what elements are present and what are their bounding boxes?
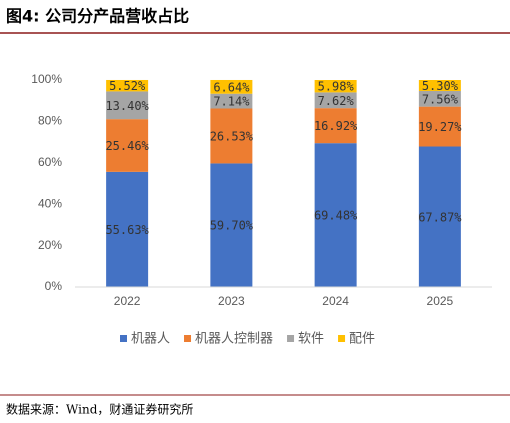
bar-segment bbox=[314, 108, 357, 144]
legend-swatch bbox=[184, 335, 192, 342]
data-label: 67.87% bbox=[418, 210, 462, 224]
legend-label: 配件 bbox=[349, 332, 375, 347]
bar-segment bbox=[106, 79, 149, 92]
legend-swatch bbox=[338, 335, 346, 342]
bar-segment bbox=[106, 91, 149, 120]
data-label: 55.63% bbox=[105, 223, 149, 237]
data-label: 13.40% bbox=[105, 99, 149, 113]
legend-label: 机器人 bbox=[131, 332, 170, 347]
data-label: 7.14% bbox=[213, 95, 250, 109]
legend-label: 软件 bbox=[298, 332, 324, 347]
x-tick-label: 2024 bbox=[322, 294, 349, 308]
y-tick-label: 60% bbox=[38, 155, 62, 169]
y-tick-label: 20% bbox=[38, 238, 62, 252]
data-label: 69.48% bbox=[314, 209, 358, 223]
bar-segment bbox=[418, 146, 461, 287]
data-label: 7.62% bbox=[318, 94, 355, 108]
bar-segment bbox=[106, 171, 149, 287]
chart-title: 图4: 公司分产品营收占比 bbox=[6, 7, 189, 26]
data-label: 6.64% bbox=[213, 80, 250, 94]
data-label: 25.46% bbox=[105, 139, 149, 153]
bar-segment bbox=[314, 80, 357, 93]
x-tick-label: 2022 bbox=[114, 294, 141, 308]
data-label: 26.53% bbox=[210, 129, 254, 143]
bar-segment bbox=[210, 163, 253, 287]
legend-swatch bbox=[120, 335, 127, 342]
bar-segment bbox=[314, 92, 357, 109]
bar-segment bbox=[418, 106, 461, 147]
bar-segment bbox=[106, 119, 149, 172]
bar-segment bbox=[418, 90, 461, 107]
y-tick-label: 40% bbox=[38, 196, 62, 210]
data-label: 19.27% bbox=[418, 120, 462, 134]
x-tick-label: 2023 bbox=[218, 294, 245, 308]
data-label: 5.98% bbox=[318, 80, 355, 94]
y-tick-label: 80% bbox=[38, 114, 62, 128]
data-label: 7.56% bbox=[422, 92, 459, 106]
x-tick-label: 2025 bbox=[427, 294, 454, 308]
data-label: 5.30% bbox=[422, 79, 459, 93]
data-label: 5.52% bbox=[109, 79, 146, 93]
source: 数据来源：Wind，财通证券研究所 bbox=[6, 402, 193, 417]
bar-segment bbox=[418, 80, 461, 91]
data-label: 59.70% bbox=[210, 219, 254, 233]
legend-swatch bbox=[287, 335, 295, 342]
legend-label: 机器人控制器 bbox=[195, 332, 273, 347]
bar-segment bbox=[314, 143, 357, 287]
y-tick-label: 0% bbox=[45, 279, 63, 293]
bar-segment bbox=[210, 108, 253, 164]
y-tick-label: 100% bbox=[31, 72, 62, 86]
bar-segment bbox=[210, 79, 253, 94]
data-label: 16.92% bbox=[314, 119, 358, 133]
bar-segment bbox=[210, 93, 253, 109]
